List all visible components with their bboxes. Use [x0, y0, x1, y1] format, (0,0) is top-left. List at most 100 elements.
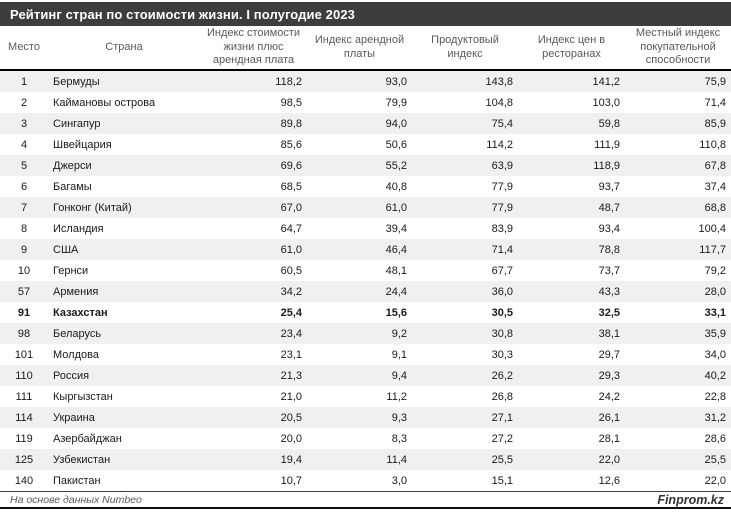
value-cell: 39,4 — [385, 222, 407, 235]
value-cell: 98,5 — [280, 96, 302, 109]
table-row: 110 Россия 21,3 9,4 26,2 29,3 40,2 — [0, 365, 731, 386]
country-cell: Молдова — [53, 348, 99, 361]
value-cell: 93,4 — [598, 222, 620, 235]
value-cell: 110,8 — [699, 138, 726, 151]
value-cell: 93,7 — [598, 180, 620, 193]
rank-cell: 9 — [20, 243, 28, 256]
country-cell: Россия — [53, 369, 90, 382]
value-cell: 73,7 — [598, 264, 620, 277]
value-cell: 28,0 — [704, 285, 726, 298]
data-source-note: На основе данных Numbeo — [10, 493, 142, 506]
value-cell: 61,0 — [385, 201, 407, 214]
value-cell: 22,0 — [598, 453, 620, 466]
rank-cell: 10 — [17, 264, 31, 277]
table-row: 1 Бермуды 118,2 93,0 143,8 141,2 75,9 — [0, 71, 731, 92]
value-cell: 25,5 — [704, 453, 726, 466]
table-row: 125 Узбекистан 19,4 11,4 25,5 22,0 25,5 — [0, 449, 731, 470]
value-cell: 21,3 — [280, 369, 302, 382]
rank-cell: 4 — [20, 138, 28, 151]
value-cell: 63,9 — [491, 159, 513, 172]
value-cell: 22,8 — [704, 390, 726, 403]
value-cell: 48,1 — [385, 264, 407, 277]
value-cell: 37,4 — [704, 180, 726, 193]
rank-cell: 57 — [17, 285, 31, 298]
rank-cell: 110 — [15, 369, 33, 382]
value-cell: 9,4 — [391, 369, 407, 382]
value-cell: 40,2 — [704, 369, 726, 382]
value-cell: 35,9 — [704, 327, 726, 340]
rank-cell: 7 — [20, 201, 28, 214]
value-cell: 83,9 — [491, 222, 513, 235]
col-header-rank: Место — [8, 40, 40, 53]
table-body: 1 Бермуды 118,2 93,0 143,8 141,2 75,9 2 … — [0, 71, 731, 491]
value-cell: 22,0 — [704, 474, 726, 487]
value-cell: 103,0 — [592, 96, 620, 109]
table-header-row: Место Страна Индекс стоимости жизни плюс… — [0, 26, 731, 71]
rank-cell: 119 — [15, 432, 33, 445]
country-cell: Азербайджан — [53, 432, 122, 445]
table-row: 8 Исландия 64,7 39,4 83,9 93,4 100,4 — [0, 218, 731, 239]
value-cell: 50,6 — [385, 138, 407, 151]
table-row: 114 Украина 20,5 9,3 27,1 26,1 31,2 — [0, 407, 731, 428]
value-cell: 38,1 — [598, 327, 620, 340]
rank-cell: 101 — [14, 348, 34, 361]
value-cell: 78,8 — [598, 243, 620, 256]
value-cell: 75,9 — [704, 75, 726, 88]
value-cell: 25,4 — [280, 306, 302, 319]
table-row: 98 Беларусь 23,4 9,2 30,8 38,1 35,9 — [0, 323, 731, 344]
value-cell: 118,9 — [593, 159, 620, 172]
country-cell: Украина — [53, 411, 95, 424]
table-row: 111 Кыргызстан 21,0 11,2 26,8 24,2 22,8 — [0, 386, 731, 407]
value-cell: 89,8 — [280, 117, 302, 130]
value-cell: 20,0 — [280, 432, 302, 445]
value-cell: 9,1 — [391, 348, 407, 361]
country-cell: Пакистан — [53, 474, 101, 487]
value-cell: 93,0 — [385, 75, 407, 88]
rank-cell: 1 — [20, 75, 28, 88]
country-cell: Швейцария — [53, 138, 112, 151]
value-cell: 68,5 — [280, 180, 302, 193]
rank-cell: 114 — [15, 411, 33, 424]
table-row: 7 Гонконг (Китай) 67,0 61,0 77,9 48,7 68… — [0, 197, 731, 218]
rank-cell: 3 — [20, 117, 28, 130]
value-cell: 77,9 — [491, 201, 513, 214]
value-cell: 67,8 — [704, 159, 726, 172]
value-cell: 29,3 — [598, 369, 620, 382]
value-cell: 10,7 — [280, 474, 302, 487]
value-cell: 114,2 — [486, 138, 513, 151]
country-cell: Гернси — [53, 264, 89, 277]
value-cell: 26,8 — [491, 390, 513, 403]
value-cell: 9,3 — [391, 411, 407, 424]
value-cell: 15,1 — [491, 474, 513, 487]
value-cell: 104,8 — [485, 96, 513, 109]
value-cell: 79,2 — [704, 264, 726, 277]
value-cell: 28,1 — [598, 432, 620, 445]
country-cell: Бермуды — [53, 75, 100, 88]
value-cell: 46,4 — [385, 243, 407, 256]
value-cell: 71,4 — [704, 96, 726, 109]
value-cell: 31,2 — [704, 411, 726, 424]
value-cell: 36,0 — [491, 285, 513, 298]
table-row: 140 Пакистан 10,7 3,0 15,1 12,6 22,0 — [0, 470, 731, 491]
value-cell: 43,3 — [598, 285, 620, 298]
value-cell: 30,8 — [491, 327, 513, 340]
col-header-col-plus-rent: Индекс стоимости жизни плюс арендная пла… — [206, 27, 301, 67]
value-cell: 79,9 — [385, 96, 407, 109]
value-cell: 118,2 — [275, 75, 302, 88]
value-cell: 100,4 — [698, 222, 726, 235]
country-cell: Казахстан — [53, 306, 108, 319]
value-cell: 85,6 — [280, 138, 302, 151]
table-row: 10 Гернси 60,5 48,1 67,7 73,7 79,2 — [0, 260, 731, 281]
value-cell: 67,0 — [280, 201, 302, 214]
value-cell: 141,2 — [592, 75, 620, 88]
value-cell: 30,5 — [491, 306, 513, 319]
value-cell: 11,4 — [386, 453, 407, 466]
value-cell: 61,0 — [280, 243, 302, 256]
value-cell: 3,0 — [391, 474, 407, 487]
country-cell: Гонконг (Китай) — [53, 201, 132, 214]
value-cell: 12,6 — [598, 474, 620, 487]
rank-cell: 125 — [14, 453, 34, 466]
rank-cell: 8 — [20, 222, 28, 235]
value-cell: 24,4 — [385, 285, 407, 298]
